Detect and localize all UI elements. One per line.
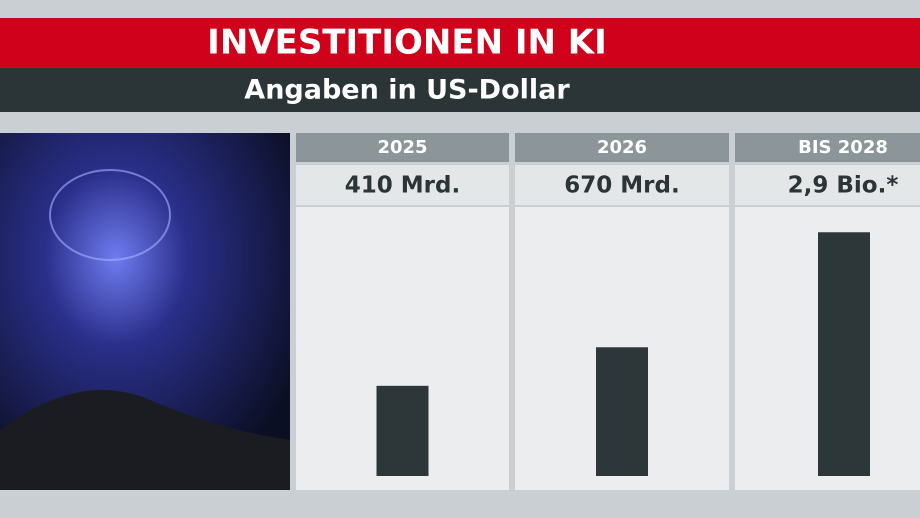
value-cell [515, 165, 729, 205]
chart-subtitle: Angaben in US-Dollar [244, 75, 570, 106]
column-header [515, 133, 729, 162]
value-label: 410 Mrd. [345, 173, 460, 199]
subtitle-band [0, 68, 920, 112]
title-band [0, 18, 920, 68]
bar [596, 347, 648, 476]
value-cell [735, 165, 920, 205]
x-tick-label: BIS 2028 [798, 137, 888, 158]
chart-title: INVESTITIONEN IN KI [207, 23, 607, 63]
column-header [735, 133, 920, 162]
bar [818, 232, 870, 476]
value-cell [296, 165, 509, 205]
column-header [296, 133, 509, 162]
x-tick-label: 2026 [597, 137, 647, 158]
value-label: 670 Mrd. [564, 173, 679, 199]
bar [376, 385, 429, 476]
illustration-brain [49, 169, 171, 261]
x-tick-label: 2025 [377, 137, 427, 158]
illustration-hands [0, 390, 290, 490]
value-label: 2,9 Bio.* [788, 173, 899, 199]
